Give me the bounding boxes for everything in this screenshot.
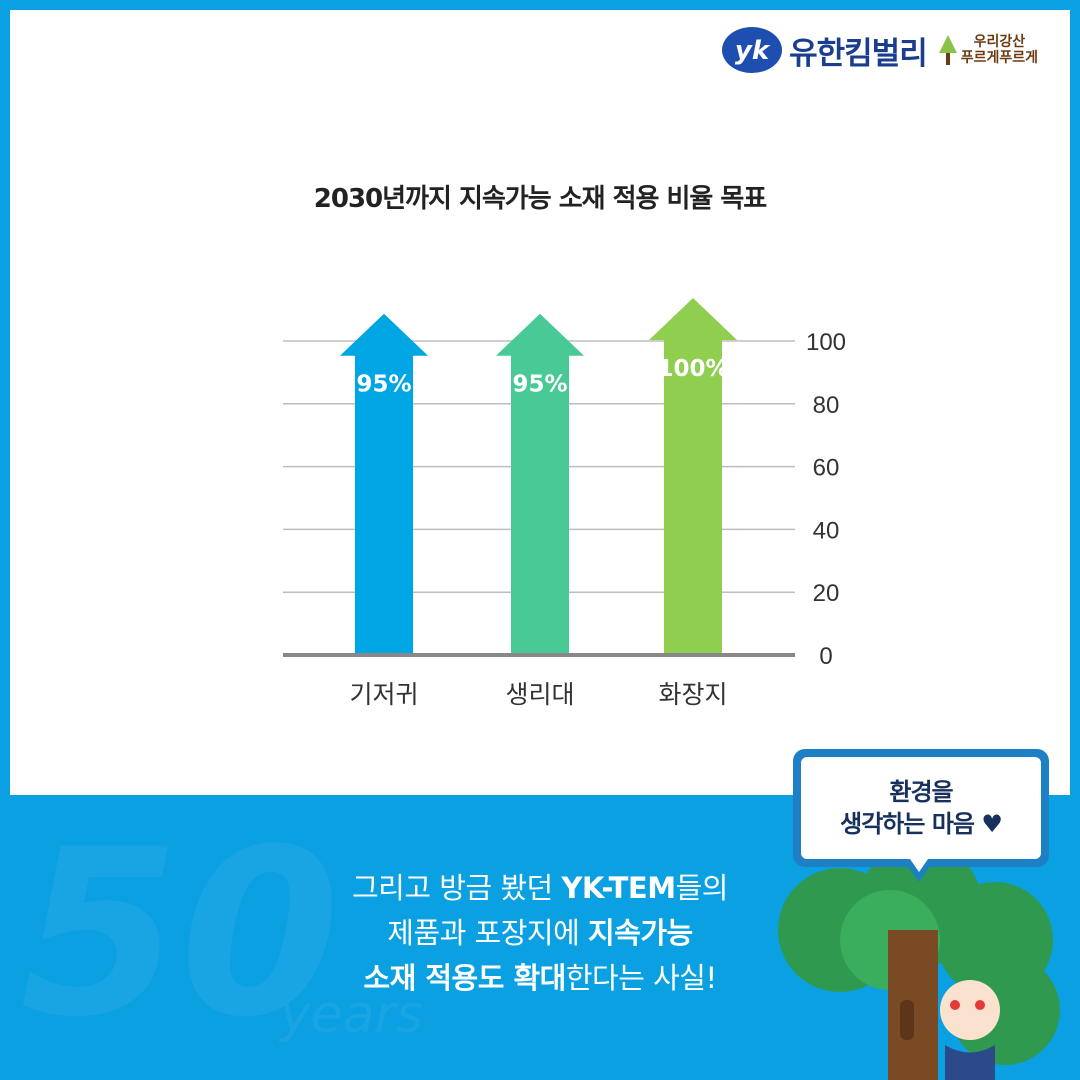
y-tick-label: 80 — [813, 392, 840, 419]
x-category-label: 생리대 — [505, 680, 574, 709]
footer-line-1-c: 들의 — [675, 871, 729, 905]
y-tick-label: 40 — [813, 517, 840, 544]
footer-line-1-a: 그리고 방금 봤던 — [352, 871, 562, 905]
bar-arrow — [340, 313, 428, 655]
footer-line-1: 그리고 방금 봤던 YK-TEM들의 — [280, 866, 800, 911]
footer-line-3-bold: 소재 적용도 확대 — [363, 961, 566, 995]
anniversary-watermark: 50 — [20, 801, 341, 1068]
anniversary-watermark-years: years — [280, 985, 424, 1045]
chart-title: 2030년까지 지속가능 소재 적용 비율 목표 — [313, 184, 767, 214]
bar-value-label: 95% — [512, 372, 567, 398]
svg-text:yk: yk — [735, 36, 771, 66]
bubble-line-2: 생각하는 마음 ♥ — [840, 810, 1003, 838]
slogan-line-2: 푸르게푸르게 — [960, 50, 1038, 66]
speech-bubble: 환경을 생각하는 마음 ♥ — [793, 749, 1049, 867]
tree-mascot-illustration — [778, 860, 1060, 1080]
footer-line-2-a: 제품과 포장지에 — [387, 916, 588, 950]
footer-text: 그리고 방금 봤던 YK-TEM들의 제품과 포장지에 지속가능 소재 적용도 … — [280, 866, 800, 1001]
speech-bubble-inner: 환경을 생각하는 마음 ♥ — [801, 757, 1041, 859]
bar-arrow — [496, 313, 584, 655]
footer-line-2-bold: 지속가능 — [587, 916, 693, 950]
bubble-line-1: 환경을 — [889, 778, 953, 806]
footer-line-2: 제품과 포장지에 지속가능 — [280, 911, 800, 956]
slogan-line-1: 우리강산 — [973, 34, 1026, 50]
y-tick-label: 20 — [813, 580, 840, 607]
brand-name: 유한킴벌리 — [789, 35, 928, 72]
footer-line-1-bold: YK-TEM — [561, 871, 676, 905]
speech-bubble-tail-inner — [910, 859, 928, 872]
slogan: 우리강산 푸르게푸르게 — [937, 33, 1038, 67]
yk-logo-icon: yk — [722, 27, 783, 73]
x-category-label: 화장지 — [658, 680, 727, 709]
footer-line-3: 소재 적용도 확대한다는 사실! — [280, 956, 800, 1001]
chart: 0 20 40 60 80 100 95% 기저귀 95% 생리대 100% 화장지 — [283, 298, 846, 709]
brand-logo: yk 유한킴벌리 우리강산 푸르게푸르게 — [721, 22, 1038, 78]
tree-icon — [938, 35, 957, 65]
bar-arrow — [649, 298, 737, 655]
y-tick-label: 60 — [813, 455, 840, 482]
y-tick-label: 0 — [819, 643, 832, 670]
x-category-label: 기저귀 — [349, 680, 418, 709]
y-tick-label: 100 — [806, 329, 846, 356]
footer-line-3-b: 한다는 사실! — [565, 961, 717, 995]
bar-value-label: 95% — [356, 372, 411, 398]
bar-value-label: 100% — [657, 356, 728, 382]
